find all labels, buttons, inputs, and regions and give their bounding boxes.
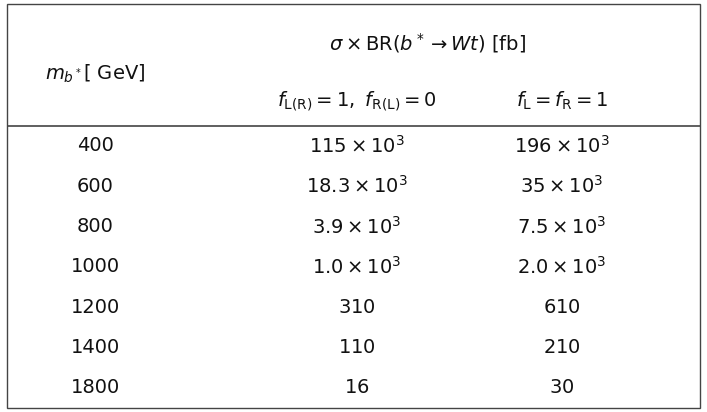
Text: $35 \times 10^3$: $35 \times 10^3$ <box>520 175 604 197</box>
Text: $16$: $16$ <box>344 378 370 397</box>
FancyBboxPatch shape <box>7 4 700 408</box>
Text: 1400: 1400 <box>71 338 120 357</box>
Text: 1200: 1200 <box>71 297 120 316</box>
Text: $210$: $210$ <box>543 338 581 357</box>
Text: 1000: 1000 <box>71 257 120 276</box>
Text: $f_{\mathrm{L(R)}} = 1,\ f_{\mathrm{R(L)}} = 0$: $f_{\mathrm{L(R)}} = 1,\ f_{\mathrm{R(L)… <box>277 89 437 112</box>
Text: 400: 400 <box>77 136 114 155</box>
Text: $610$: $610$ <box>543 297 581 316</box>
Text: $m_{b^*}$[ GeV]: $m_{b^*}$[ GeV] <box>45 63 146 85</box>
Text: $310$: $310$ <box>338 297 376 316</box>
Text: $1.0 \times 10^3$: $1.0 \times 10^3$ <box>312 256 402 278</box>
Text: $2.0 \times 10^3$: $2.0 \times 10^3$ <box>518 256 607 278</box>
Text: 800: 800 <box>77 217 114 236</box>
Text: 600: 600 <box>77 177 114 196</box>
Text: $f_{\mathrm{L}} = f_{\mathrm{R}} = 1$: $f_{\mathrm{L}} = f_{\mathrm{R}} = 1$ <box>516 90 608 112</box>
Text: $110$: $110$ <box>338 338 376 357</box>
Text: $115 \times 10^3$: $115 \times 10^3$ <box>309 135 405 157</box>
Text: $196 \times 10^3$: $196 \times 10^3$ <box>514 135 610 157</box>
Text: $\sigma \times \mathrm{BR}(b^* \rightarrow Wt)\ [\mathrm{fb}]$: $\sigma \times \mathrm{BR}(b^* \rightarr… <box>329 31 526 55</box>
Text: 1800: 1800 <box>71 378 120 397</box>
Text: $18.3 \times 10^3$: $18.3 \times 10^3$ <box>306 175 408 197</box>
Text: $30$: $30$ <box>549 378 575 397</box>
Text: $3.9 \times 10^3$: $3.9 \times 10^3$ <box>312 215 402 237</box>
Text: $7.5 \times 10^3$: $7.5 \times 10^3$ <box>518 215 607 237</box>
